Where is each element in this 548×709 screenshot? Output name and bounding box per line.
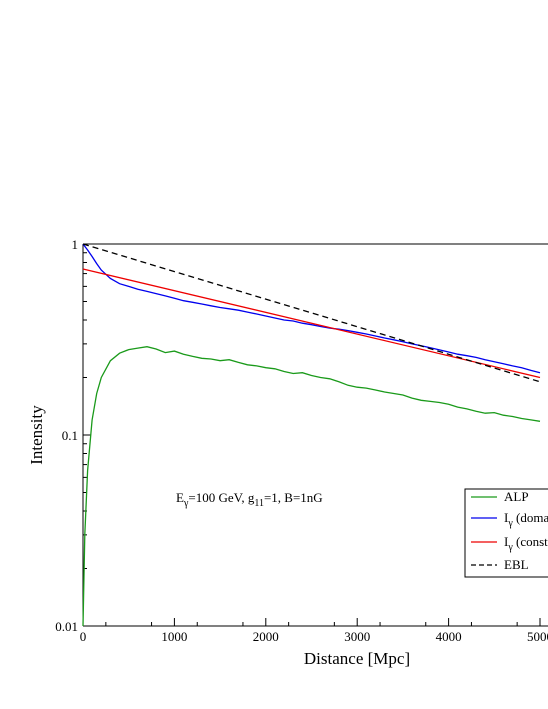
- annotation-e-sub: γ: [183, 498, 189, 509]
- x-tick-label: 2000: [253, 629, 279, 644]
- y-tick-label: 0.1: [62, 428, 78, 443]
- series-line-3: [82, 268, 541, 379]
- legend-label: EBL: [504, 557, 529, 572]
- legend-label-sub: γ: [507, 542, 513, 553]
- annotation-g-sub: 11: [254, 498, 264, 509]
- annotation-tail: =1, B=1nG: [264, 490, 323, 505]
- series-line-2: [82, 243, 541, 374]
- annotation-e: E: [176, 490, 184, 505]
- ticks: [82, 243, 541, 627]
- x-tick-label: 4000: [436, 629, 462, 644]
- legend-label-rest: (const): [513, 534, 548, 549]
- legend-label: Iγ (domain): [504, 510, 548, 529]
- legend-label-main: ALP: [504, 489, 529, 504]
- y-axis-title: Intensity: [27, 405, 46, 465]
- legend-label-main: I: [504, 510, 508, 525]
- series-layer: [82, 243, 541, 627]
- x-tick-label: 1000: [161, 629, 187, 644]
- annotation: Eγ=100 GeV, g11=1, B=1nG: [176, 490, 323, 509]
- x-tick-label: 0: [80, 629, 87, 644]
- legend-label: ALP: [504, 489, 529, 504]
- legend-label-main: EBL: [504, 557, 529, 572]
- legend-label-rest: (domain): [513, 510, 548, 525]
- legend-label-sub: γ: [507, 518, 513, 529]
- y-tick-label: 1: [72, 237, 79, 252]
- annotation-e-rest: =100 GeV, g: [188, 490, 254, 505]
- legend-box: [464, 488, 548, 578]
- legend-label-main: I: [504, 534, 508, 549]
- legend-label: Iγ (const): [504, 534, 548, 553]
- series-line-1: [82, 346, 541, 627]
- x-axis-title: Distance [Mpc]: [304, 649, 410, 668]
- y-tick-label: 0.01: [55, 619, 78, 634]
- series-line-4: [82, 243, 541, 383]
- x-tick-label: 3000: [344, 629, 370, 644]
